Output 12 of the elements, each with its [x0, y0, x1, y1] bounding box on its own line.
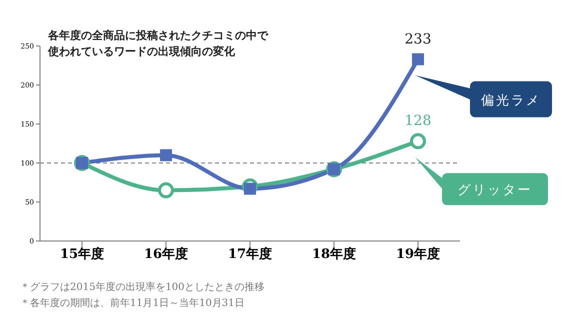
data-label: 128: [404, 113, 432, 130]
text: ＊グラフは2015年度の出現率を100としたときの推移: [20, 280, 265, 295]
x-tick-label: 16年度: [144, 246, 188, 262]
text: ＊各年度の期間は、前年11月1日～当年10月31日: [20, 296, 246, 311]
x-tick-label: 18年度: [312, 246, 356, 262]
x-tick-label: 15年度: [60, 246, 104, 262]
x-tick-label: 19年度: [396, 246, 440, 262]
data-label: 233: [404, 31, 432, 48]
text: グリッター: [458, 183, 532, 198]
text: 偏光ラメ: [481, 93, 541, 108]
x-tick-label: 17年度: [228, 246, 272, 262]
chart-title: 各年度の全商品に投稿されたクチコミの中で使われているワードの出現傾向の変化: [48, 28, 270, 60]
